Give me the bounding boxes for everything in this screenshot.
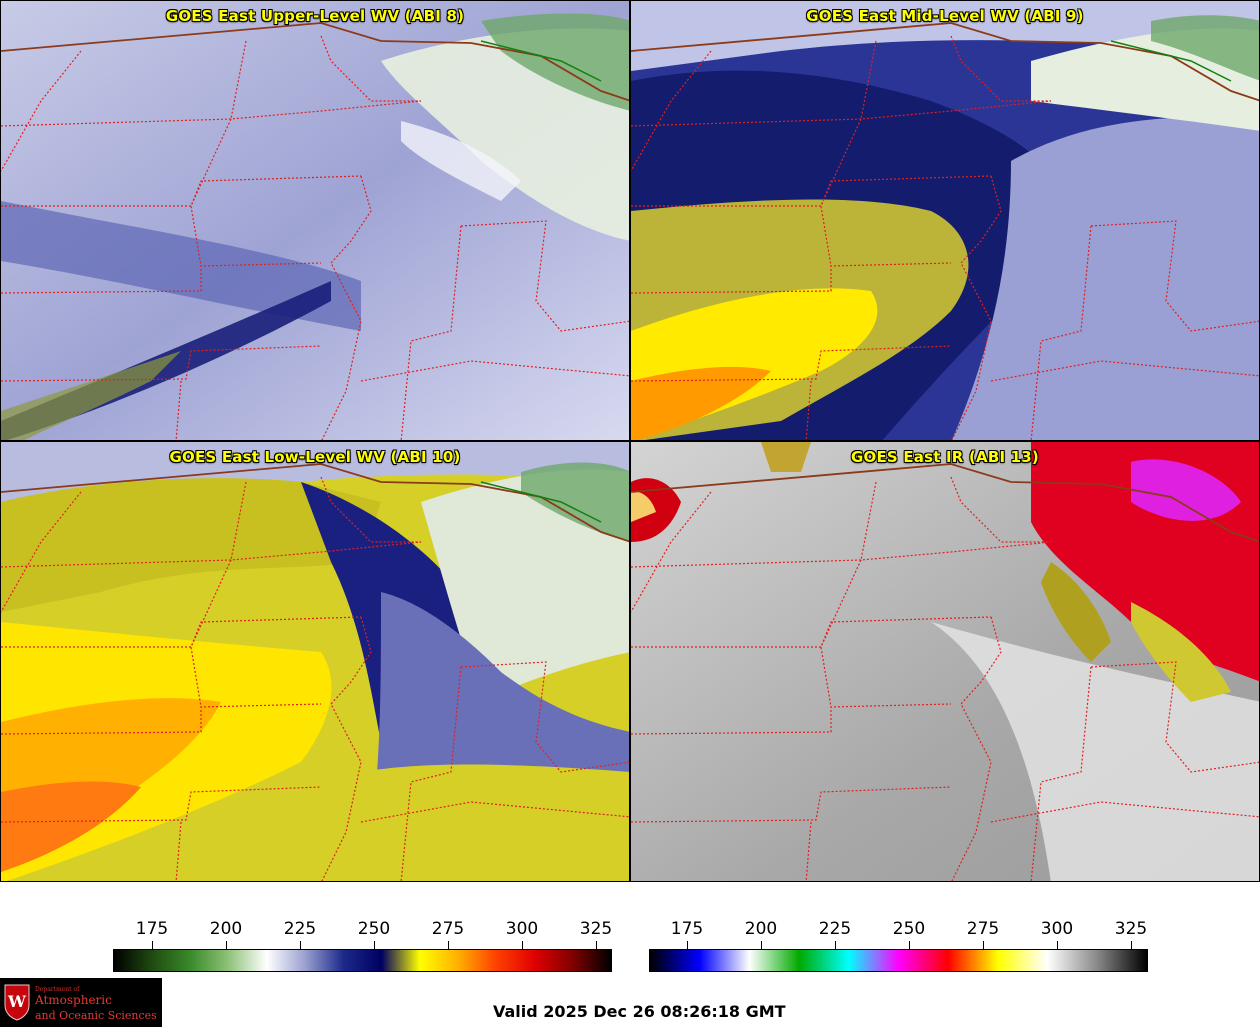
tick-label: 175 <box>135 919 169 939</box>
ir-colorbar <box>649 949 1148 972</box>
tick-label: 300 <box>1040 919 1074 939</box>
tick-mark <box>596 941 597 949</box>
panel-title: GOES East IR (ABI 13) <box>850 448 1039 466</box>
tick-mark <box>374 941 375 949</box>
tick-mark <box>1057 941 1058 949</box>
uw-shield-icon: W <box>4 984 30 1021</box>
panel-ir: GOES East IR (ABI 13) <box>630 441 1260 882</box>
tick-mark <box>1131 941 1132 949</box>
tick-mark <box>983 941 984 949</box>
panel-title: GOES East Low-Level WV (ABI 10) <box>169 448 461 466</box>
tick-label: 200 <box>744 919 778 939</box>
panel-title: GOES East Mid-Level WV (ABI 9) <box>806 7 1084 25</box>
tick-label: 200 <box>209 919 243 939</box>
tick-label: 250 <box>357 919 391 939</box>
upper-level-wv-image <box>1 1 629 440</box>
tick-label: 300 <box>505 919 539 939</box>
tick-mark <box>226 941 227 949</box>
tick-mark <box>761 941 762 949</box>
aos-logo[interactable]: W Department of Atmospheric and Oceanic … <box>0 978 162 1027</box>
tick-label: 250 <box>892 919 926 939</box>
tick-label: 275 <box>966 919 1000 939</box>
shield-letter: W <box>7 992 27 1011</box>
panel-mid-level-wv: GOES East Mid-Level WV (ABI 9) <box>630 0 1260 441</box>
logo-line2: and Oceanic Sciences <box>35 1009 157 1022</box>
tick-label: 175 <box>670 919 704 939</box>
low-level-wv-image <box>1 442 629 881</box>
tick-mark <box>835 941 836 949</box>
tick-label: 275 <box>431 919 465 939</box>
tick-mark <box>448 941 449 949</box>
panel-title: GOES East Upper-Level WV (ABI 8) <box>165 7 465 25</box>
ir-image <box>631 442 1259 881</box>
tick-label: 225 <box>818 919 852 939</box>
panel-low-level-wv: GOES East Low-Level WV (ABI 10) <box>0 441 630 882</box>
tick-mark <box>152 941 153 949</box>
tick-label: 225 <box>283 919 317 939</box>
panel-upper-level-wv: GOES East Upper-Level WV (ABI 8) <box>0 0 630 441</box>
tick-label: 325 <box>579 919 613 939</box>
logo-line1: Atmospheric <box>35 993 112 1007</box>
tick-mark <box>687 941 688 949</box>
tick-mark <box>300 941 301 949</box>
logo-dept-text: Department of <box>35 986 80 993</box>
tick-mark <box>909 941 910 949</box>
wv-colorbar <box>113 949 612 972</box>
valid-time-label: Valid 2025 Dec 26 08:26:18 GMT <box>493 1002 786 1021</box>
tick-mark <box>522 941 523 949</box>
mid-level-wv-image <box>631 1 1259 440</box>
tick-label: 325 <box>1114 919 1148 939</box>
